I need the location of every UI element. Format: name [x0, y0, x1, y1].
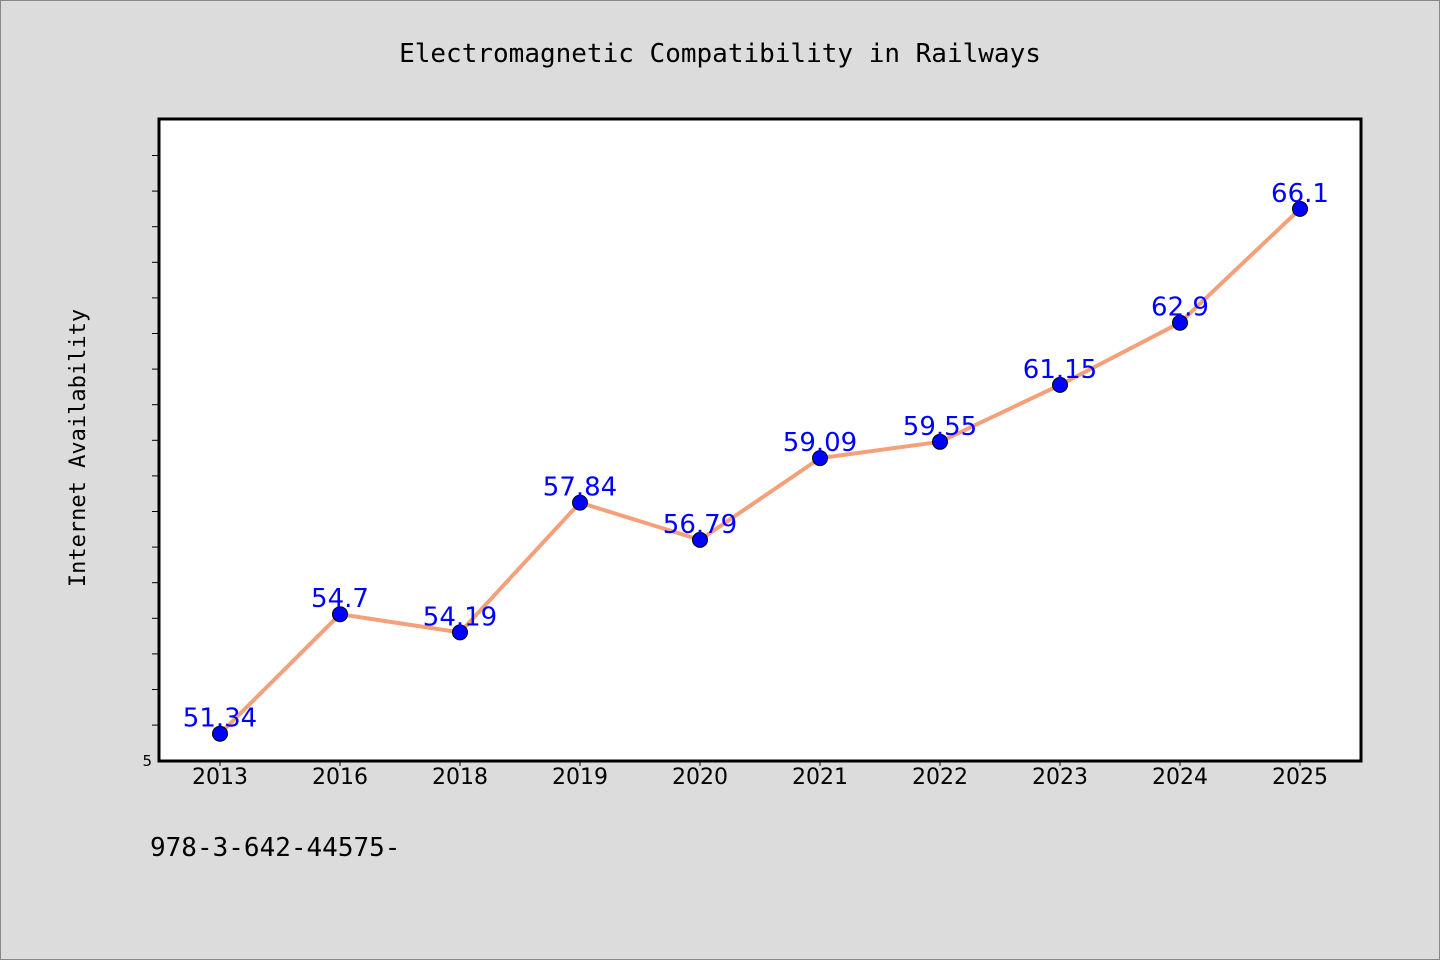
data-point	[932, 433, 948, 450]
x-tick-label: 2018	[432, 765, 488, 790]
data-point	[212, 725, 228, 742]
data-label: 59.55	[903, 412, 977, 442]
data-point	[692, 531, 708, 548]
y-axis-label: Internet Availability	[66, 309, 91, 587]
x-tick-label: 2023	[1032, 765, 1088, 790]
data-label: 51.34	[183, 704, 257, 734]
x-tick-label: 2024	[1152, 765, 1208, 790]
data-label: 62.9	[1151, 293, 1209, 323]
plot-area	[157, 117, 1363, 763]
series-line	[218, 206, 1302, 736]
x-tick-label: 2020	[672, 765, 728, 790]
data-label: 54.19	[423, 602, 497, 632]
data-label: 61.15	[1023, 355, 1097, 385]
data-label: 59.09	[783, 428, 857, 458]
data-labels: 51.34 54.7 54.19 57.84 56.79 59.09 59.55 61.15 6…	[183, 179, 1329, 734]
data-point	[572, 494, 588, 511]
data-point	[1292, 200, 1308, 217]
x-tick-label: 2013	[192, 765, 248, 790]
data-point	[1172, 314, 1188, 331]
x-axis-ticks: 2013 2016 2018 2019 2020 2021 2022 2023 2024 2025	[192, 760, 1328, 790]
footer-text: 978-3-642-44575-	[150, 833, 401, 863]
x-tick-label: 2025	[1272, 765, 1328, 790]
x-tick-label: 2016	[312, 765, 368, 790]
series-line-group	[218, 206, 1302, 736]
data-point	[812, 450, 828, 467]
chart-title: Electromagnetic Compatibility in Railway…	[399, 39, 1041, 69]
data-point	[452, 624, 468, 641]
data-label: 54.7	[311, 584, 369, 614]
data-point	[332, 606, 348, 623]
x-tick-label: 2022	[912, 765, 968, 790]
series-markers	[212, 200, 1308, 742]
y-axis-ticks: 5	[142, 155, 160, 770]
x-tick-label: 2019	[552, 765, 608, 790]
y-tick-label: 5	[142, 752, 152, 770]
data-label: 57.84	[543, 473, 617, 503]
data-label: 66.1	[1271, 179, 1329, 209]
data-label: 56.79	[663, 510, 737, 540]
x-tick-label: 2021	[792, 765, 848, 790]
data-point	[1052, 376, 1068, 393]
